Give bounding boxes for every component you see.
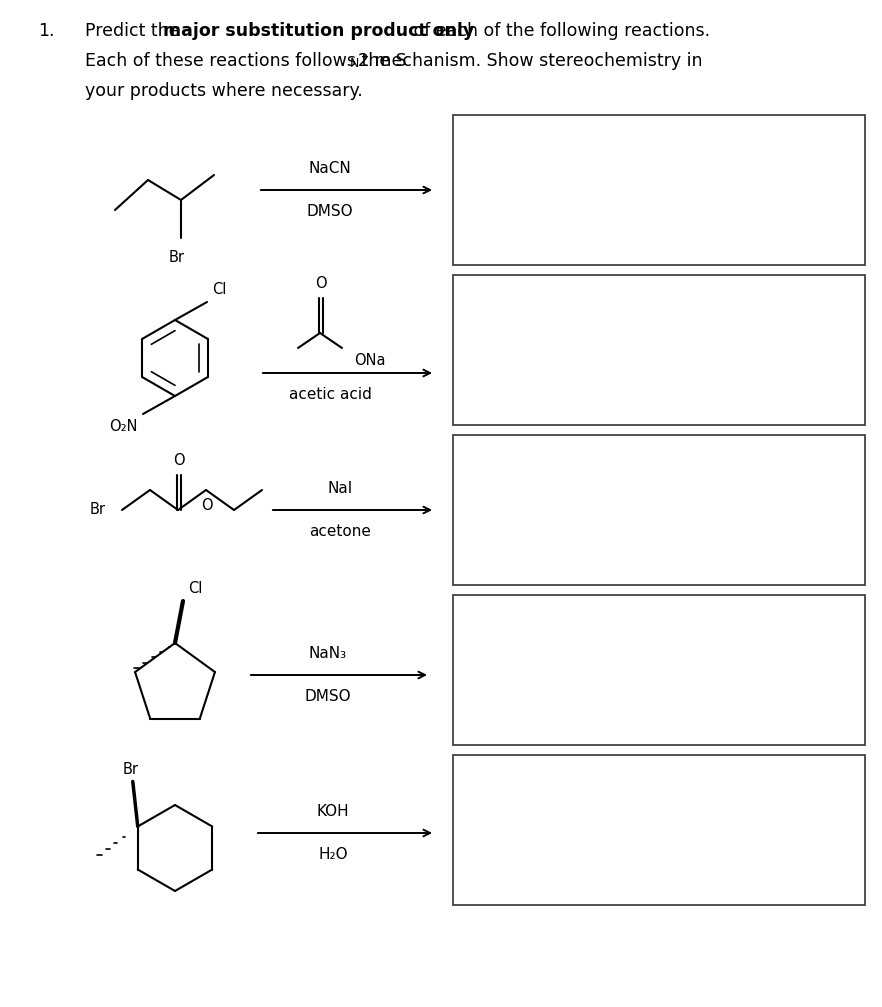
Text: NaI: NaI	[327, 481, 353, 496]
Text: Cl: Cl	[188, 581, 202, 596]
Text: major substitution product only: major substitution product only	[163, 22, 475, 40]
Text: N: N	[350, 57, 359, 70]
Text: your products where necessary.: your products where necessary.	[85, 82, 363, 100]
Text: NaCN: NaCN	[309, 161, 351, 176]
Text: Br: Br	[123, 761, 138, 776]
Text: DMSO: DMSO	[304, 689, 351, 704]
Text: O: O	[315, 276, 327, 291]
Bar	[453, 115, 865, 265]
Text: 1.: 1.	[38, 22, 55, 40]
Text: Br: Br	[90, 502, 106, 518]
Text: O₂N: O₂N	[109, 419, 138, 434]
Text: O: O	[201, 498, 213, 513]
Text: Each of these reactions follows the S: Each of these reactions follows the S	[85, 52, 407, 70]
Text: of each of the following reactions.: of each of the following reactions.	[408, 22, 710, 40]
Text: Br: Br	[169, 250, 185, 265]
Text: ONa: ONa	[354, 353, 385, 368]
Text: KOH: KOH	[317, 804, 349, 819]
Text: 2 mechanism. Show stereochemistry in: 2 mechanism. Show stereochemistry in	[358, 52, 702, 70]
Text: Cl: Cl	[212, 282, 227, 297]
Text: acetic acid: acetic acid	[288, 387, 371, 402]
Bar	[453, 435, 865, 585]
Text: NaN₃: NaN₃	[309, 646, 347, 661]
Bar	[453, 755, 865, 905]
Bar	[453, 595, 865, 745]
Text: acetone: acetone	[309, 524, 371, 539]
Text: O: O	[173, 453, 185, 468]
Text: Predict the: Predict the	[85, 22, 185, 40]
Bar	[453, 275, 865, 425]
Text: DMSO: DMSO	[307, 204, 354, 219]
Text: H₂O: H₂O	[318, 847, 348, 862]
